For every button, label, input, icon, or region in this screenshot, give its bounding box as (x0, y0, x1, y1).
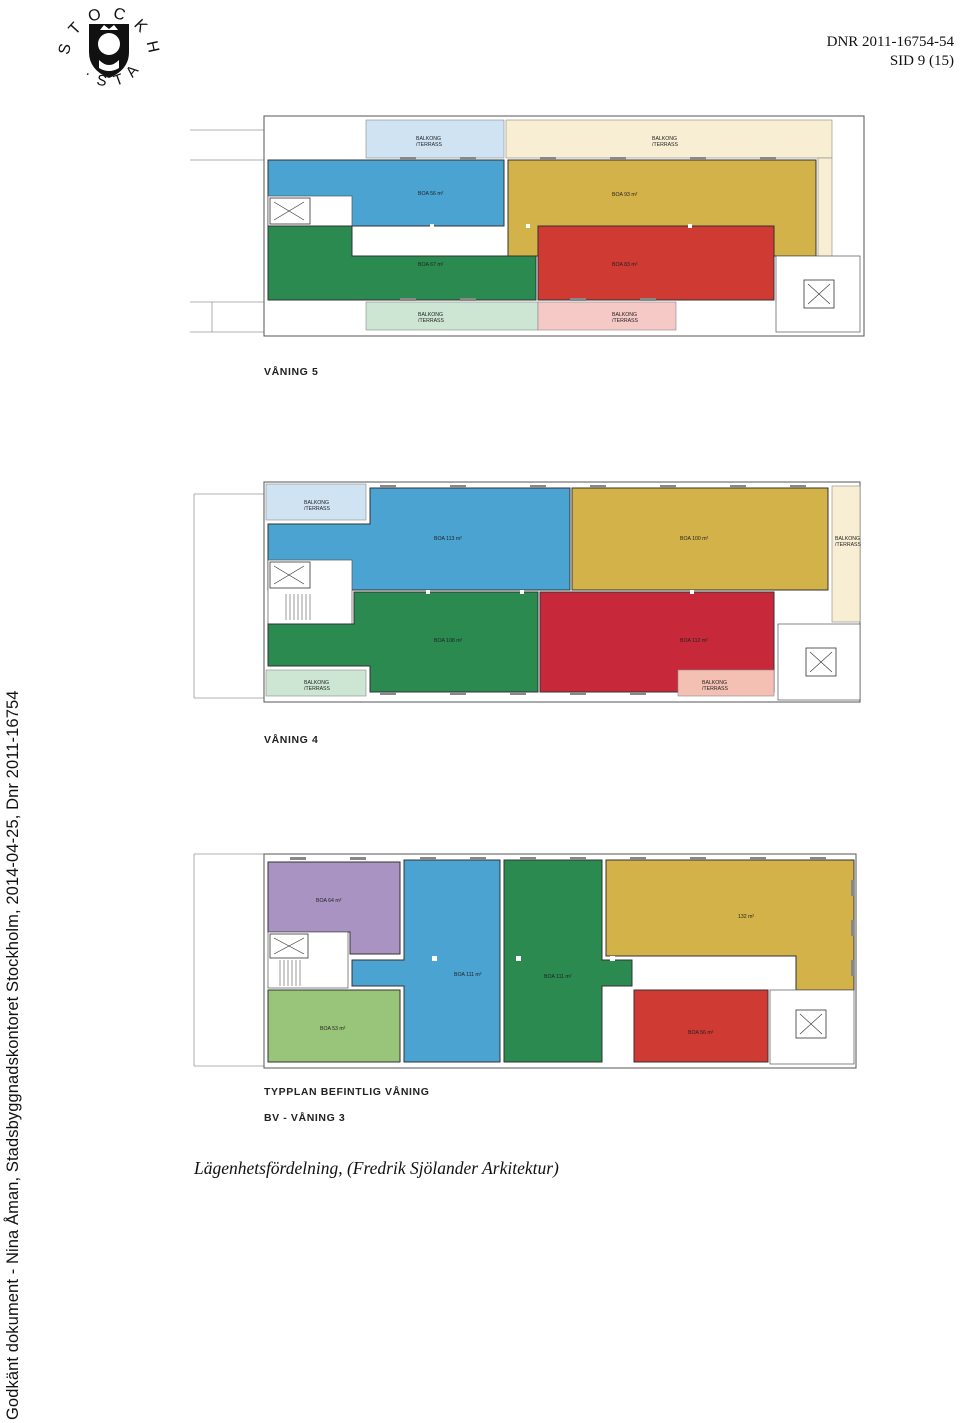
balkong-label: BALKONG (416, 136, 441, 142)
floor-plan-level-3: BOA 64 m² BOA 111 m² BOA 111 m² 132 m² B… (193, 853, 857, 1069)
apartment-blue-label: BOA 111 m² (454, 972, 482, 978)
apartment-red-label: BOA 112 m² (680, 638, 708, 644)
plan-title-level-3: TYPPLAN BEFINTLIG VÅNING (264, 1086, 430, 1098)
apartment-purple-label: BOA 64 m² (316, 898, 342, 904)
apartment-blue-label: BOA 113 m² (434, 536, 462, 542)
balkong-label: BALKONG (652, 136, 677, 142)
balkong-label: BALKONG (612, 312, 637, 318)
stockholm-logo: S T O C K H O L M S · S T A D · (47, 0, 163, 98)
balkong-label: /TERRASS (652, 142, 678, 148)
apartment-yellow-label: BOA 93 m² (612, 192, 638, 198)
page-number: SID 9 (15) (889, 53, 954, 69)
balkong-label: /TERRASS (418, 318, 444, 324)
balkong-label: /TERRASS (304, 686, 330, 692)
apartment-green-label: BOA 67 m² (418, 262, 444, 268)
apartment-green-dark-label: BOA 111 m² (544, 974, 572, 980)
apartment-light-green-label: BOA 53 m² (320, 1026, 346, 1032)
document-number: DNR 2011-16754-54 (826, 34, 954, 50)
apartment-green-label: BOA 108 m² (434, 638, 463, 644)
balkong-label: BALKONG (304, 500, 329, 506)
apartment-yellow-label: 132 m² (738, 914, 754, 920)
balkong-label: BALKONG (304, 680, 329, 686)
balkong-label: /TERRASS (416, 142, 442, 148)
balkong-label: BALKONG (418, 312, 443, 318)
balkong-label: BALKONG (702, 680, 727, 686)
balkong-label: /TERRASS (612, 318, 638, 324)
apartment-red-label: BOA 83 m² (612, 262, 638, 268)
plan-title-level-5: VÅNING 5 (264, 366, 319, 378)
floor-plan-level-5: BALKONG /TERRASS BALKONG /TERRASS BOA 56… (190, 115, 865, 337)
apartment-yellow-label: BOA 100 m² (680, 536, 709, 542)
plan-subtitle-level-3: BV - VÅNING 3 (264, 1112, 346, 1124)
figure-caption: Lägenhetsfördelning, (Fredrik Sjölander … (194, 1158, 559, 1178)
plan-title-level-4: VÅNING 4 (264, 734, 319, 746)
balkong-label: /TERRASS (702, 686, 728, 692)
apartment-red-label: BOA 56 m² (688, 1030, 714, 1036)
approval-stamp-text: Godkänt dokument - Nina Åman, Stadsbyggn… (4, 690, 22, 1420)
balkong-label: BALKONG (835, 536, 860, 542)
apartment-blue-label: BOA 56 m² (418, 191, 444, 197)
balkong-label: /TERRASS (304, 506, 330, 512)
balkong-label: /TERRASS (835, 542, 861, 548)
floor-plan-level-4: BALKONG /TERRASS BOA 113 m² BOA 100 m² B… (193, 481, 861, 703)
